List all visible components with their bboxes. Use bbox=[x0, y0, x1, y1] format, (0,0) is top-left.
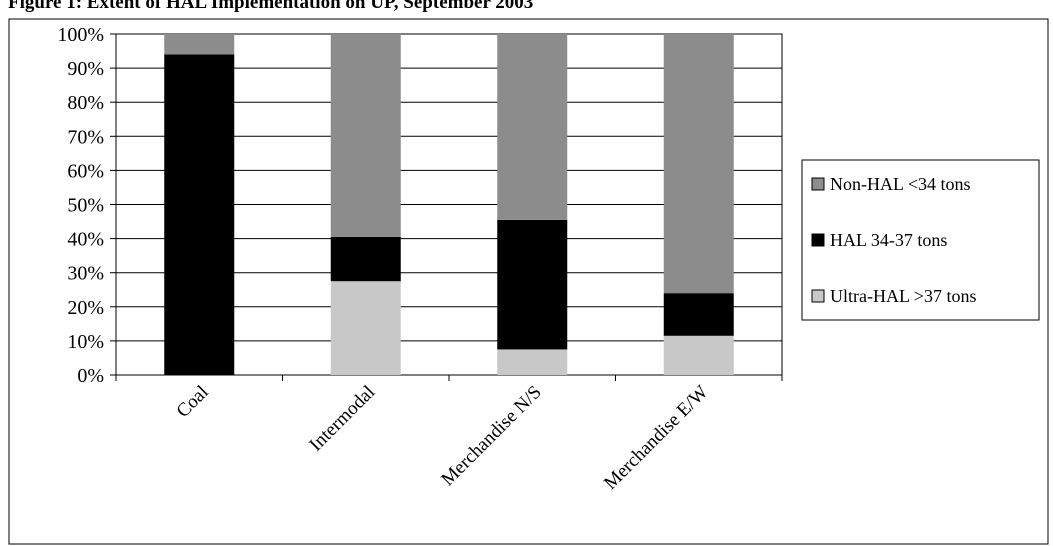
y-tick-label: 60% bbox=[67, 160, 104, 182]
bar-segment bbox=[164, 34, 235, 55]
y-tick-label: 90% bbox=[67, 58, 104, 80]
legend-label: Ultra-HAL >37 tons bbox=[830, 286, 976, 306]
bar-segment bbox=[164, 54, 235, 376]
legend-label: Non-HAL <34 tons bbox=[830, 174, 970, 194]
bar-segment bbox=[497, 349, 568, 375]
y-tick-label: 0% bbox=[77, 365, 104, 387]
bar-segment bbox=[663, 335, 734, 375]
y-tick-label: 100% bbox=[57, 24, 104, 46]
bar-segment bbox=[663, 293, 734, 336]
legend-box bbox=[801, 159, 1040, 321]
bar-segment bbox=[497, 34, 568, 220]
bars bbox=[164, 34, 734, 376]
bar-segment bbox=[663, 34, 734, 294]
legend-label: HAL 34-37 tons bbox=[830, 230, 947, 250]
bar-segment bbox=[497, 219, 568, 350]
y-tick-label: 50% bbox=[67, 195, 104, 217]
bar-segment bbox=[330, 34, 401, 237]
legend: Non-HAL <34 tons HAL 34-37 tons Ultra-HAL … bbox=[801, 159, 1040, 321]
bar-segment bbox=[330, 236, 401, 282]
y-tick-label: 30% bbox=[67, 263, 104, 285]
y-tick-label: 10% bbox=[67, 331, 104, 353]
y-tick-label: 40% bbox=[67, 229, 104, 251]
y-tick-label: 20% bbox=[67, 297, 104, 319]
y-tick-label: 70% bbox=[67, 126, 104, 148]
legend-swatch bbox=[811, 177, 825, 191]
legend-swatch bbox=[811, 289, 825, 303]
figure-title: Figure 1: Extent of HAL Implementation o… bbox=[8, 0, 534, 13]
y-tick-label: 80% bbox=[67, 92, 104, 114]
bar-segment bbox=[330, 281, 401, 375]
legend-swatch bbox=[811, 233, 825, 247]
